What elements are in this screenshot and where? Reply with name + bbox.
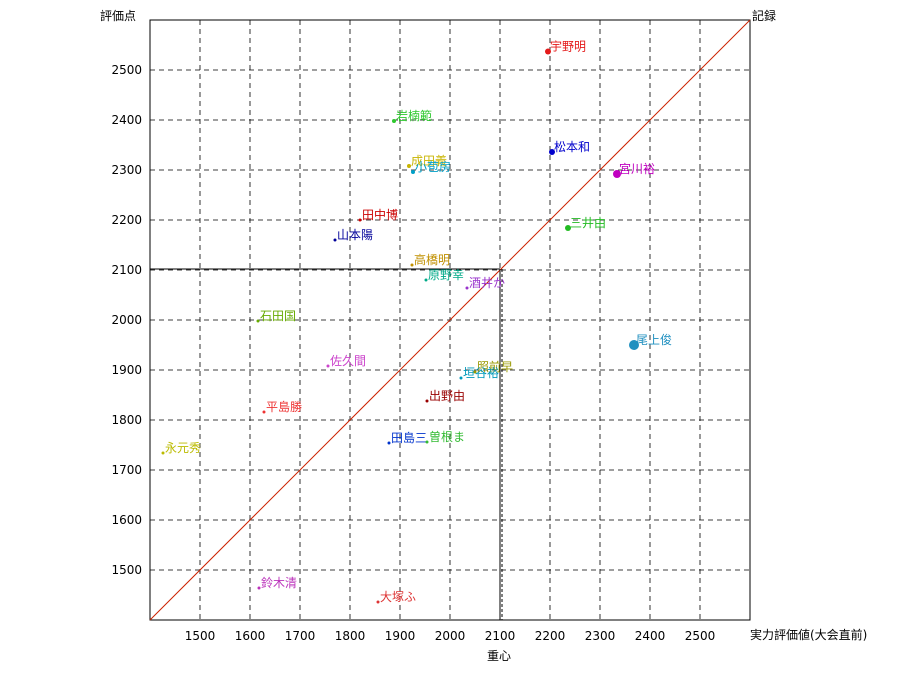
data-point-label: 田島三 bbox=[391, 430, 427, 445]
center-title: 重心 bbox=[487, 649, 511, 663]
x-tick-label: 1800 bbox=[335, 629, 366, 643]
diagonal-line bbox=[149, 19, 751, 621]
data-point-label: 松本和 bbox=[554, 140, 590, 154]
data-point-label: 佐久間 bbox=[330, 354, 366, 368]
y-tick-label: 1800 bbox=[111, 413, 142, 427]
data-point bbox=[565, 225, 571, 231]
data-point bbox=[326, 364, 330, 368]
data-point-label: 酒井か bbox=[469, 276, 505, 290]
data-point bbox=[358, 218, 362, 222]
data-point-label: 宇野明 bbox=[550, 40, 586, 54]
x-tick-label: 1600 bbox=[235, 629, 266, 643]
center-guide-lines bbox=[150, 268, 503, 620]
data-point bbox=[545, 48, 551, 55]
data-point bbox=[465, 286, 469, 290]
y-tick-label: 1500 bbox=[111, 563, 142, 577]
data-point-label: 田中博 bbox=[362, 207, 398, 222]
data-point-label: 出野由 bbox=[429, 389, 465, 403]
data-point bbox=[425, 399, 429, 403]
y-tick-label: 2500 bbox=[111, 63, 142, 77]
x-tick-label: 2000 bbox=[435, 629, 466, 643]
x-tick-label: 2200 bbox=[535, 629, 566, 643]
data-point bbox=[613, 170, 621, 178]
data-point bbox=[425, 440, 429, 444]
data-point-label: 岩楠範 bbox=[396, 108, 432, 123]
data-point-label: 大塚ふ bbox=[380, 590, 416, 604]
y-tick-label: 1900 bbox=[111, 363, 142, 377]
y-tick-label: 2300 bbox=[111, 163, 142, 177]
x-tick-label: 2300 bbox=[585, 629, 616, 643]
plot-frame bbox=[149, 19, 751, 621]
data-point bbox=[257, 586, 261, 590]
data-point-label: 山本陽 bbox=[337, 228, 373, 242]
data-point-label: 鈴木清 bbox=[261, 575, 297, 590]
data-point bbox=[629, 340, 639, 350]
data-point bbox=[411, 170, 415, 174]
data-point bbox=[376, 600, 380, 604]
x-axis-title: 実力評価値(大会直前) bbox=[750, 627, 867, 642]
data-point bbox=[392, 119, 396, 123]
data-point bbox=[459, 376, 463, 380]
data-point-label: 石田国 bbox=[260, 309, 296, 323]
data-point bbox=[407, 164, 411, 168]
x-tick-label: 2100 bbox=[485, 629, 516, 643]
tick-labels: 1500 1600 1700 1800 1900 2000 2100 2200 2300 2400… bbox=[111, 63, 715, 643]
data-point-label: 原野幸 bbox=[428, 268, 464, 282]
data-point-label: 照前早 bbox=[477, 359, 513, 374]
data-point-label: 尾上俊 bbox=[636, 332, 672, 347]
data-point bbox=[473, 370, 477, 374]
y-tick-label: 2200 bbox=[111, 213, 142, 227]
data-point bbox=[387, 441, 391, 445]
data-point bbox=[410, 263, 414, 267]
y-tick-label: 2400 bbox=[111, 113, 142, 127]
data-point-label: 垣谷裕 bbox=[463, 365, 499, 380]
x-tick-label: 2500 bbox=[685, 629, 716, 643]
data-point-label: 平島勝 bbox=[266, 399, 302, 414]
data-point-label: 小苞房 bbox=[415, 159, 451, 174]
x-tick-label: 1500 bbox=[185, 629, 216, 643]
x-tick-label: 1900 bbox=[385, 629, 416, 643]
data-point-label: 成田義 bbox=[411, 153, 447, 168]
data-point-label: 宮川裕 bbox=[619, 161, 655, 176]
x-tick-label: 2400 bbox=[635, 629, 666, 643]
data-point bbox=[256, 319, 260, 323]
y-tick-label: 2100 bbox=[111, 263, 142, 277]
y-tick-label: 1600 bbox=[111, 513, 142, 527]
data-point bbox=[262, 410, 266, 414]
y-axis-title: 評価点 bbox=[100, 8, 136, 23]
data-point bbox=[333, 238, 337, 242]
data-point-label: 永元秀 bbox=[165, 441, 201, 455]
data-point bbox=[424, 278, 428, 282]
x-tick-label: 1700 bbox=[285, 629, 316, 643]
y-tick-label: 1700 bbox=[111, 463, 142, 477]
grid-lines bbox=[150, 20, 750, 620]
data-point bbox=[161, 451, 165, 455]
data-point bbox=[549, 149, 555, 155]
diagonal-title: 記録 bbox=[752, 8, 776, 23]
y-tick-label: 2000 bbox=[111, 313, 142, 327]
data-point-label: 高橋明 bbox=[414, 252, 450, 267]
data-point-label: 曽根ま bbox=[429, 429, 465, 444]
data-point-label: 三井由 bbox=[570, 216, 606, 230]
